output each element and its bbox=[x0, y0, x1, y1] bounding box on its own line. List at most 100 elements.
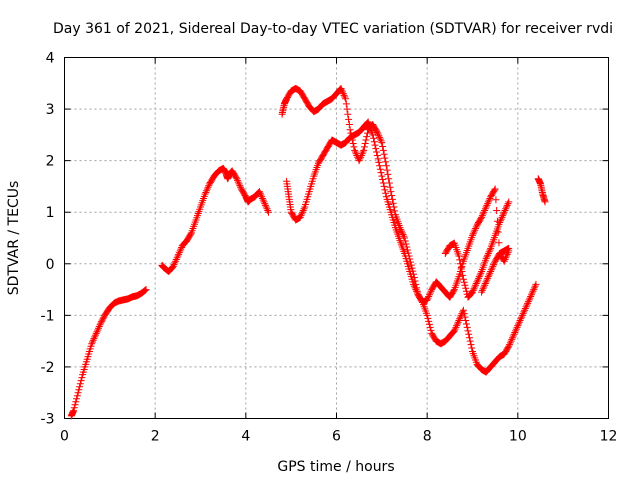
data-point bbox=[337, 84, 345, 92]
data-point bbox=[453, 320, 461, 328]
data-point bbox=[470, 228, 478, 236]
series-main-rise bbox=[67, 286, 150, 420]
data-point bbox=[373, 148, 381, 156]
data-point bbox=[462, 320, 470, 328]
data-point bbox=[341, 93, 349, 101]
data-point bbox=[264, 206, 272, 214]
data-point bbox=[297, 212, 305, 220]
data-point bbox=[532, 280, 540, 288]
data-point bbox=[77, 377, 85, 385]
data-point bbox=[237, 183, 245, 191]
data-point bbox=[469, 230, 477, 238]
data-point bbox=[505, 198, 513, 206]
data-point bbox=[469, 286, 477, 294]
data-point bbox=[387, 188, 395, 196]
x-tick-label: 4 bbox=[241, 429, 250, 445]
axis-ticks bbox=[64, 57, 609, 419]
data-point bbox=[88, 340, 96, 348]
data-point bbox=[495, 239, 503, 247]
data-point bbox=[424, 314, 432, 322]
data-point bbox=[409, 267, 417, 275]
data-point bbox=[480, 283, 488, 291]
series-tail-mid bbox=[478, 244, 513, 296]
data-point bbox=[455, 252, 463, 260]
data-point bbox=[478, 213, 486, 221]
data-point bbox=[263, 205, 271, 213]
data-point bbox=[496, 219, 504, 227]
data-point bbox=[504, 344, 512, 352]
data-point bbox=[342, 100, 350, 108]
data-point bbox=[454, 318, 462, 326]
data-point bbox=[407, 258, 415, 266]
data-point bbox=[496, 217, 504, 225]
data-point bbox=[426, 323, 434, 331]
data-point bbox=[512, 327, 520, 335]
data-point bbox=[469, 231, 476, 239]
data-point bbox=[459, 306, 467, 314]
data-point bbox=[373, 151, 381, 159]
data-point bbox=[92, 329, 100, 337]
data-point bbox=[339, 88, 347, 96]
data-point bbox=[472, 280, 480, 288]
data-point bbox=[300, 205, 308, 213]
data-point bbox=[477, 269, 485, 277]
data-points bbox=[67, 84, 549, 420]
data-point bbox=[98, 318, 106, 326]
x-tick-label: 8 bbox=[423, 429, 432, 445]
data-point bbox=[98, 316, 106, 324]
data-point bbox=[472, 281, 480, 289]
data-point bbox=[481, 206, 489, 214]
data-point bbox=[70, 407, 78, 415]
data-point bbox=[175, 250, 183, 258]
data-point bbox=[342, 95, 350, 103]
data-point bbox=[258, 193, 266, 201]
data-point bbox=[379, 142, 387, 150]
data-point bbox=[379, 179, 387, 187]
data-point bbox=[375, 132, 383, 140]
data-point bbox=[486, 194, 494, 202]
y-tick-label: 2 bbox=[46, 154, 55, 170]
data-point bbox=[265, 208, 272, 216]
data-point bbox=[450, 327, 458, 335]
data-point bbox=[345, 121, 353, 129]
data-point bbox=[96, 321, 104, 329]
data-point bbox=[397, 227, 405, 235]
data-point bbox=[260, 198, 268, 206]
data-point bbox=[141, 287, 149, 295]
data-point bbox=[487, 266, 495, 274]
data-point bbox=[398, 229, 406, 237]
data-point bbox=[521, 306, 529, 314]
data-point bbox=[516, 317, 524, 325]
data-point bbox=[203, 185, 211, 193]
data-point bbox=[299, 206, 307, 214]
data-point bbox=[476, 271, 484, 279]
data-point bbox=[202, 188, 210, 196]
data-point bbox=[464, 327, 472, 335]
data-point bbox=[455, 317, 463, 325]
x-tick-label: 12 bbox=[600, 429, 618, 445]
data-point bbox=[501, 255, 509, 263]
data-point bbox=[531, 282, 539, 290]
data-point bbox=[376, 135, 384, 143]
data-point bbox=[400, 232, 408, 240]
data-point bbox=[423, 296, 431, 304]
data-point bbox=[232, 173, 240, 181]
data-point bbox=[541, 198, 549, 206]
series-tail-late bbox=[441, 198, 513, 301]
data-point bbox=[95, 324, 102, 332]
data-point bbox=[502, 205, 510, 213]
data-point bbox=[467, 341, 475, 349]
data-point bbox=[456, 315, 464, 323]
data-point bbox=[482, 255, 490, 263]
data-point bbox=[385, 175, 393, 183]
data-point bbox=[256, 189, 264, 197]
y-tick-label: 0 bbox=[46, 257, 55, 273]
data-point bbox=[481, 205, 489, 213]
data-point bbox=[492, 196, 500, 204]
data-point bbox=[76, 380, 84, 388]
data-point bbox=[78, 374, 86, 382]
data-point bbox=[384, 170, 392, 178]
data-point bbox=[518, 313, 526, 321]
data-point bbox=[480, 208, 488, 216]
data-point bbox=[369, 131, 377, 139]
